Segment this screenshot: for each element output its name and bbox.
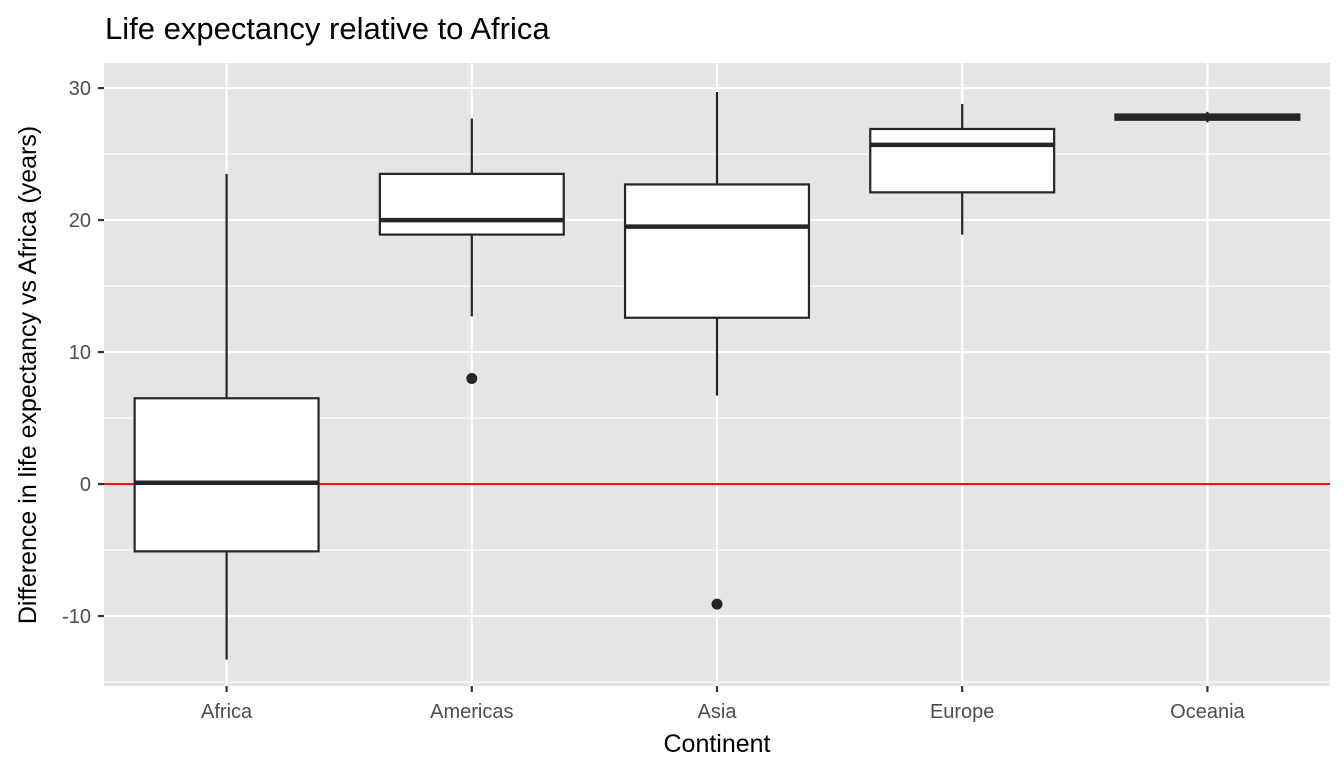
x-tick-label: Americas	[430, 701, 513, 723]
box-africa	[133, 173, 320, 660]
x-axis-title: Continent	[663, 730, 770, 758]
box-oceania	[1114, 111, 1301, 123]
x-axis: Africa Americas Asia Europe Oceania	[201, 686, 1246, 723]
x-tick-label: Asia	[698, 701, 738, 723]
chart-title: Life expectancy relative to Africa	[105, 11, 550, 46]
box-asia	[623, 92, 811, 610]
y-tick-label: 0	[80, 474, 91, 496]
box-iqr	[869, 127, 1056, 194]
x-tick-label: Africa	[201, 701, 253, 723]
box-europe	[869, 103, 1056, 235]
y-tick-label: 30	[69, 78, 91, 100]
outlier-point	[466, 372, 478, 384]
outlier-point	[711, 598, 723, 610]
y-tick-label: 10	[69, 342, 91, 364]
box-americas	[378, 118, 565, 384]
boxes-group	[133, 92, 1301, 660]
box-iqr	[623, 183, 811, 319]
box-iqr	[378, 172, 565, 236]
y-axis-title: Difference in life expectancy vs Africa …	[14, 126, 42, 624]
box-iqr	[133, 397, 320, 553]
x-tick-label: Europe	[930, 701, 995, 723]
y-tick-label: -10	[62, 606, 91, 628]
y-tick-label: 20	[69, 210, 91, 232]
x-tick-label: Oceania	[1170, 701, 1245, 723]
y-axis: -10 0 10 20 30	[62, 78, 104, 628]
